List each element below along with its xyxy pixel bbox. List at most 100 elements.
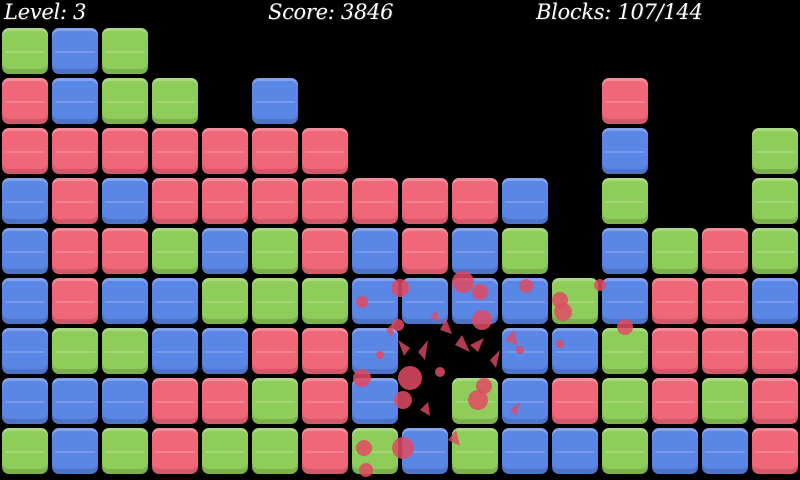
block-green[interactable] bbox=[152, 228, 198, 274]
block-green[interactable] bbox=[602, 178, 648, 224]
block-green[interactable] bbox=[302, 278, 348, 324]
block-red[interactable] bbox=[152, 428, 198, 474]
block-red[interactable] bbox=[302, 128, 348, 174]
block-red[interactable] bbox=[52, 128, 98, 174]
block-green[interactable] bbox=[352, 428, 398, 474]
block-blue[interactable] bbox=[502, 278, 548, 324]
block-blue[interactable] bbox=[152, 328, 198, 374]
block-blue[interactable] bbox=[352, 328, 398, 374]
block-green[interactable] bbox=[202, 278, 248, 324]
block-blue[interactable] bbox=[352, 378, 398, 424]
block-red[interactable] bbox=[252, 128, 298, 174]
block-blue[interactable] bbox=[502, 178, 548, 224]
block-red[interactable] bbox=[752, 428, 798, 474]
block-green[interactable] bbox=[252, 428, 298, 474]
block-green[interactable] bbox=[2, 28, 48, 74]
block-red[interactable] bbox=[152, 128, 198, 174]
block-green[interactable] bbox=[452, 378, 498, 424]
block-blue[interactable] bbox=[602, 228, 648, 274]
game-board[interactable] bbox=[0, 28, 800, 480]
block-green[interactable] bbox=[52, 328, 98, 374]
block-green[interactable] bbox=[602, 328, 648, 374]
block-red[interactable] bbox=[702, 278, 748, 324]
block-red[interactable] bbox=[702, 228, 748, 274]
block-blue[interactable] bbox=[602, 278, 648, 324]
block-red[interactable] bbox=[302, 428, 348, 474]
block-red[interactable] bbox=[152, 178, 198, 224]
block-blue[interactable] bbox=[2, 378, 48, 424]
block-red[interactable] bbox=[252, 328, 298, 374]
block-blue[interactable] bbox=[402, 428, 448, 474]
block-red[interactable] bbox=[152, 378, 198, 424]
block-red[interactable] bbox=[252, 178, 298, 224]
block-green[interactable] bbox=[752, 228, 798, 274]
block-blue[interactable] bbox=[52, 28, 98, 74]
block-red[interactable] bbox=[52, 278, 98, 324]
block-green[interactable] bbox=[252, 278, 298, 324]
block-blue[interactable] bbox=[652, 428, 698, 474]
block-blue[interactable] bbox=[452, 228, 498, 274]
block-green[interactable] bbox=[202, 428, 248, 474]
block-red[interactable] bbox=[652, 328, 698, 374]
block-red[interactable] bbox=[2, 78, 48, 124]
block-blue[interactable] bbox=[402, 278, 448, 324]
block-blue[interactable] bbox=[152, 278, 198, 324]
block-blue[interactable] bbox=[102, 278, 148, 324]
block-blue[interactable] bbox=[452, 278, 498, 324]
block-red[interactable] bbox=[302, 378, 348, 424]
block-red[interactable] bbox=[402, 178, 448, 224]
block-blue[interactable] bbox=[552, 328, 598, 374]
block-red[interactable] bbox=[302, 328, 348, 374]
block-red[interactable] bbox=[752, 328, 798, 374]
block-red[interactable] bbox=[202, 378, 248, 424]
block-blue[interactable] bbox=[2, 328, 48, 374]
block-blue[interactable] bbox=[352, 228, 398, 274]
block-red[interactable] bbox=[652, 378, 698, 424]
block-red[interactable] bbox=[52, 178, 98, 224]
block-green[interactable] bbox=[702, 378, 748, 424]
block-blue[interactable] bbox=[102, 378, 148, 424]
block-red[interactable] bbox=[352, 178, 398, 224]
block-red[interactable] bbox=[652, 278, 698, 324]
block-green[interactable] bbox=[602, 428, 648, 474]
block-blue[interactable] bbox=[502, 328, 548, 374]
block-blue[interactable] bbox=[352, 278, 398, 324]
block-red[interactable] bbox=[302, 178, 348, 224]
block-red[interactable] bbox=[552, 378, 598, 424]
block-red[interactable] bbox=[602, 78, 648, 124]
block-red[interactable] bbox=[52, 228, 98, 274]
block-green[interactable] bbox=[752, 178, 798, 224]
block-red[interactable] bbox=[202, 128, 248, 174]
block-red[interactable] bbox=[102, 228, 148, 274]
block-green[interactable] bbox=[502, 228, 548, 274]
block-blue[interactable] bbox=[602, 128, 648, 174]
block-red[interactable] bbox=[2, 128, 48, 174]
block-green[interactable] bbox=[752, 128, 798, 174]
block-blue[interactable] bbox=[2, 228, 48, 274]
block-red[interactable] bbox=[102, 128, 148, 174]
block-green[interactable] bbox=[652, 228, 698, 274]
block-blue[interactable] bbox=[52, 78, 98, 124]
block-green[interactable] bbox=[2, 428, 48, 474]
block-blue[interactable] bbox=[702, 428, 748, 474]
block-red[interactable] bbox=[452, 178, 498, 224]
block-blue[interactable] bbox=[52, 378, 98, 424]
block-red[interactable] bbox=[752, 378, 798, 424]
block-green[interactable] bbox=[452, 428, 498, 474]
block-red[interactable] bbox=[202, 178, 248, 224]
block-red[interactable] bbox=[402, 228, 448, 274]
block-blue[interactable] bbox=[202, 328, 248, 374]
block-blue[interactable] bbox=[52, 428, 98, 474]
block-blue[interactable] bbox=[252, 78, 298, 124]
block-green[interactable] bbox=[552, 278, 598, 324]
block-blue[interactable] bbox=[502, 378, 548, 424]
block-blue[interactable] bbox=[102, 178, 148, 224]
block-green[interactable] bbox=[152, 78, 198, 124]
block-green[interactable] bbox=[252, 228, 298, 274]
block-green[interactable] bbox=[602, 378, 648, 424]
block-blue[interactable] bbox=[2, 278, 48, 324]
block-blue[interactable] bbox=[2, 178, 48, 224]
block-green[interactable] bbox=[252, 378, 298, 424]
block-red[interactable] bbox=[302, 228, 348, 274]
block-blue[interactable] bbox=[552, 428, 598, 474]
